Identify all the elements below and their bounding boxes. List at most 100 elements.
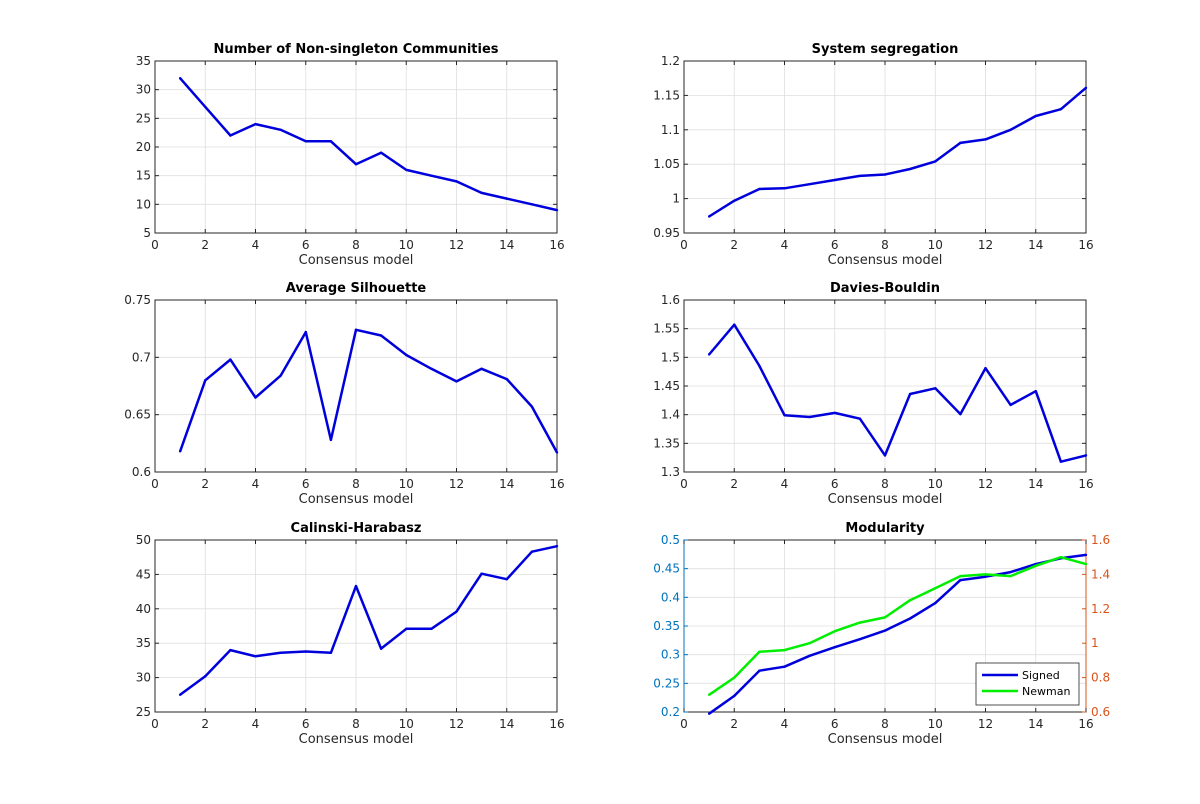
y-tick-label: 1	[672, 192, 680, 206]
y-tick-label: 30	[136, 83, 151, 97]
x-tick-label: 2	[730, 238, 738, 252]
data-point	[330, 439, 332, 441]
data-point	[783, 649, 785, 651]
y-tick-label: 25	[136, 705, 151, 719]
data-point	[204, 106, 206, 108]
x-axis-label: Consensus model	[828, 492, 943, 507]
data-point	[984, 138, 986, 140]
y-tick-label: 25	[136, 111, 151, 125]
y-tick-label: 0.65	[124, 408, 151, 422]
y-tick-label: 0.95	[653, 226, 680, 240]
y-tick-label: 50	[136, 533, 151, 547]
data-point	[430, 368, 432, 370]
y-tick-label: 0.7	[132, 350, 151, 364]
x-axis-label: Consensus model	[299, 732, 414, 747]
x-tick-label: 4	[781, 238, 789, 252]
data-point	[984, 573, 986, 575]
data-point	[204, 379, 206, 381]
x-tick-label: 16	[549, 717, 564, 731]
data-point	[959, 579, 961, 581]
data-point	[1085, 554, 1087, 556]
data-point	[934, 587, 936, 589]
data-point	[808, 655, 810, 657]
y-tick-label: 0.4	[661, 590, 680, 604]
data-point	[1035, 390, 1037, 392]
data-point	[708, 694, 710, 696]
y-tick-label: 1.4	[661, 408, 680, 422]
x-tick-label: 8	[881, 238, 889, 252]
data-point	[531, 405, 533, 407]
x-axis-label: Consensus model	[299, 253, 414, 268]
y-tick-label: 1.35	[653, 436, 680, 450]
y-tick-label: 20	[136, 140, 151, 154]
x-tick-label: 12	[978, 717, 993, 731]
legend-label: Signed	[1022, 669, 1060, 682]
y-tick-label: 1.1	[661, 123, 680, 137]
x-tick-label: 2	[730, 717, 738, 731]
x-tick-label: 8	[352, 477, 360, 491]
x-tick-label: 10	[928, 238, 943, 252]
data-point	[480, 368, 482, 370]
data-point	[531, 203, 533, 205]
data-point	[884, 454, 886, 456]
data-point	[1085, 87, 1087, 89]
data-point	[1060, 108, 1062, 110]
legend: Signed Newman	[976, 663, 1079, 705]
x-tick-label: 16	[549, 238, 564, 252]
data-point	[934, 160, 936, 162]
data-point	[430, 628, 432, 630]
x-tick-label: 8	[352, 717, 360, 731]
data-point	[179, 450, 181, 452]
x-tick-label: 0	[680, 717, 688, 731]
data-point	[708, 713, 710, 715]
data-point	[179, 694, 181, 696]
data-point	[1009, 129, 1011, 131]
x-tick-label: 0	[151, 238, 159, 252]
x-tick-label: 14	[499, 717, 514, 731]
data-point	[405, 354, 407, 356]
x-axis-label: Consensus model	[828, 253, 943, 268]
data-point	[254, 655, 256, 657]
data-point	[405, 169, 407, 171]
legend-label: Newman	[1022, 685, 1070, 698]
data-point	[229, 134, 231, 136]
system-segregation-panel: 0 2 4 6 8 10 12 14 160.9511.051.11.151.2System s…	[653, 42, 1093, 268]
x-tick-label: 2	[201, 717, 209, 731]
data-point	[1009, 404, 1011, 406]
data-point	[708, 353, 710, 355]
calinski-harabasz-panel: 0 2 4 6 8 10 12 14 16253035404550Calinski-Haraba…	[136, 521, 565, 747]
x-tick-label: 14	[499, 238, 514, 252]
y-tick-label: 1.05	[653, 157, 680, 171]
x-tick-label: 12	[449, 477, 464, 491]
data-point	[204, 675, 206, 677]
y-tick-label: 1.3	[661, 465, 680, 479]
data-point	[405, 628, 407, 630]
y-tick-label: 0.6	[132, 465, 151, 479]
data-point	[1035, 115, 1037, 117]
data-point	[1060, 556, 1062, 558]
y-tick-label: 1.55	[653, 322, 680, 336]
data-point	[859, 417, 861, 419]
data-point	[355, 329, 357, 331]
chart-title: Number of Non-singleton Communities	[213, 42, 498, 57]
data-point	[708, 215, 710, 217]
x-tick-label: 14	[499, 477, 514, 491]
x-tick-label: 10	[399, 238, 414, 252]
y-tick-label: 0.25	[653, 676, 680, 690]
y-tick-label: 5	[143, 226, 151, 240]
data-point	[884, 616, 886, 618]
y-tick-label: 0.5	[661, 533, 680, 547]
y-tick-label: 1.5	[661, 350, 680, 364]
x-tick-label: 6	[302, 477, 310, 491]
x-tick-label: 16	[1078, 477, 1093, 491]
data-point	[783, 187, 785, 189]
data-point	[531, 550, 533, 552]
data-point	[1060, 460, 1062, 462]
y-tick-label: 0.45	[653, 562, 680, 576]
data-point	[355, 163, 357, 165]
data-point	[934, 602, 936, 604]
data-point	[859, 175, 861, 177]
x-axis-label: Consensus model	[828, 732, 943, 747]
y-right-tick-label: 1.2	[1091, 602, 1110, 616]
